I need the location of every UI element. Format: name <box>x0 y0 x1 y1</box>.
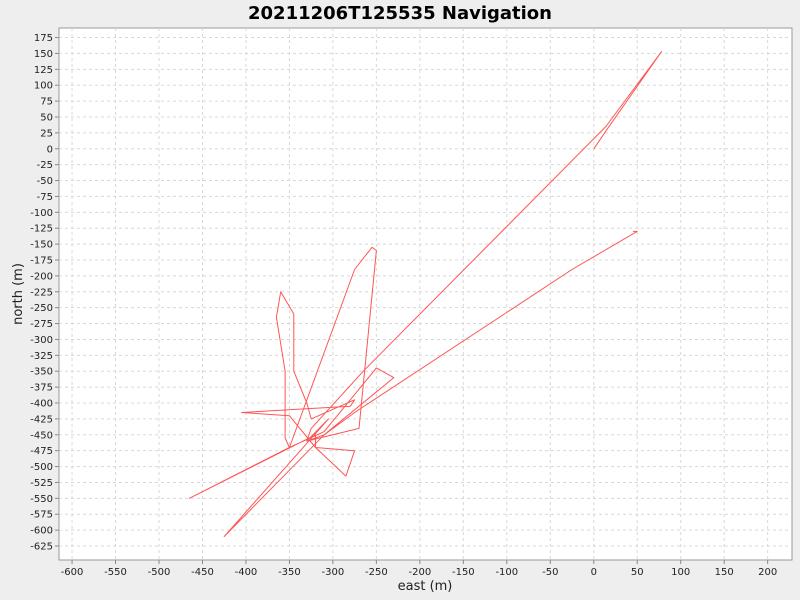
chart-title: 20211206T125535 Navigation <box>248 3 552 24</box>
y-tick-label: -25 <box>37 160 53 171</box>
y-tick-label: -125 <box>30 224 53 235</box>
x-tick-label: -550 <box>104 567 127 578</box>
x-tick-label: 100 <box>671 567 690 578</box>
y-tick-label: 50 <box>40 112 53 123</box>
x-axis-label: east (m) <box>398 579 453 594</box>
y-tick-label: -175 <box>30 255 53 266</box>
x-tick-label: -250 <box>365 567 388 578</box>
y-tick-label: -250 <box>30 303 53 314</box>
x-tick-label: -50 <box>542 567 558 578</box>
y-tick-label: -200 <box>30 271 53 282</box>
x-tick-label: -400 <box>235 567 258 578</box>
navigation-track-line <box>188 51 663 537</box>
y-tick-label: -150 <box>30 240 53 251</box>
y-tick-label: -350 <box>30 367 53 378</box>
y-tick-label: 100 <box>34 81 53 92</box>
y-tick-label: -50 <box>37 176 53 187</box>
y-tick-label: -425 <box>30 414 53 425</box>
x-tick-label: -450 <box>191 567 214 578</box>
x-tick-label: -600 <box>61 567 84 578</box>
x-tick-label: 150 <box>715 567 734 578</box>
y-tick-label: -450 <box>30 430 53 441</box>
y-tick-label: -475 <box>30 446 53 457</box>
y-tick-label: -300 <box>30 335 53 346</box>
y-tick-label: 175 <box>34 33 53 44</box>
y-tick-label: -325 <box>30 351 53 362</box>
y-tick-label: -625 <box>30 542 53 553</box>
grid <box>59 28 792 560</box>
x-tick-label: 200 <box>758 567 777 578</box>
y-axis-label: north (m) <box>11 263 26 325</box>
x-tick-label: 50 <box>631 567 644 578</box>
plot-area <box>58 27 793 561</box>
x-tick-label: -500 <box>148 567 171 578</box>
y-tick-label: -275 <box>30 319 53 330</box>
x-tick-label: -350 <box>278 567 301 578</box>
y-tick-label: -525 <box>30 478 53 489</box>
x-tick-label: 0 <box>591 567 597 578</box>
y-tick-label: -550 <box>30 494 53 505</box>
y-tick-label: -100 <box>30 208 53 219</box>
y-tick-label: 150 <box>34 49 53 60</box>
y-tick-label: -375 <box>30 383 53 394</box>
y-tick-label: -400 <box>30 399 53 410</box>
y-tick-label: 25 <box>40 128 53 139</box>
axes: -600 -550 -500 -450 -400 -350 -300 -250 -200 -150… <box>30 33 777 578</box>
y-tick-label: -500 <box>30 462 53 473</box>
y-tick-label: -600 <box>30 526 53 537</box>
y-tick-label: -575 <box>30 510 53 521</box>
y-tick-label: -75 <box>37 192 53 203</box>
x-tick-label: -200 <box>408 567 431 578</box>
x-tick-label: -100 <box>495 567 518 578</box>
y-tick-label: 0 <box>47 144 53 155</box>
y-tick-label: -225 <box>30 287 53 298</box>
x-tick-label: -150 <box>452 567 475 578</box>
x-tick-label: -300 <box>322 567 345 578</box>
y-tick-label: 75 <box>40 97 53 108</box>
series-layer <box>188 51 663 537</box>
y-tick-label: 125 <box>34 65 53 76</box>
